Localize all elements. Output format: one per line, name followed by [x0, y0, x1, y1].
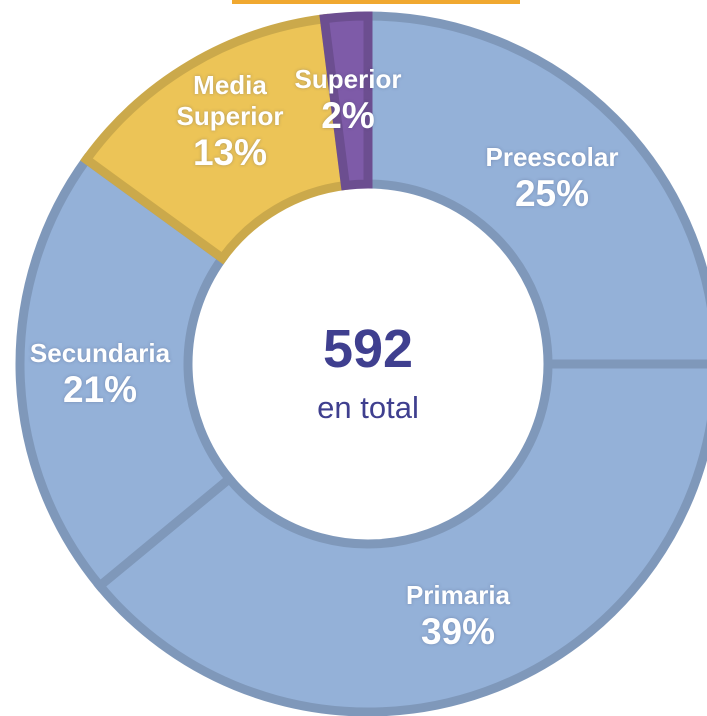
donut-slice: [93, 359, 707, 716]
percent-label: 21%: [62, 369, 138, 411]
slice-label: Secundaria 21%: [0, 338, 200, 412]
donut-slice: [80, 13, 351, 265]
total-label: en total: [317, 390, 419, 425]
category-label: Secundaria: [29, 338, 171, 368]
percent-label: 13%: [192, 132, 268, 174]
total-value: 592: [322, 319, 414, 379]
donut-slice: [15, 153, 236, 593]
slice-label: Media Superior 13%: [155, 70, 305, 175]
slice-label: Primaria 39%: [358, 580, 558, 654]
donut-slice: [319, 11, 373, 191]
slice-label: Preescolar 25%: [472, 142, 632, 216]
donut-slice: [363, 11, 707, 369]
category-label: Primaria: [405, 580, 511, 610]
percent-label: 2%: [321, 95, 375, 137]
slice-label: Superior 2%: [273, 64, 423, 138]
category-label: Superior: [294, 64, 402, 94]
percent-label: 25%: [514, 173, 590, 215]
top-bar: [232, 0, 520, 4]
percent-label: 39%: [420, 611, 496, 653]
category-label: Preescolar: [485, 142, 619, 172]
category-label: Media Superior: [176, 70, 284, 132]
